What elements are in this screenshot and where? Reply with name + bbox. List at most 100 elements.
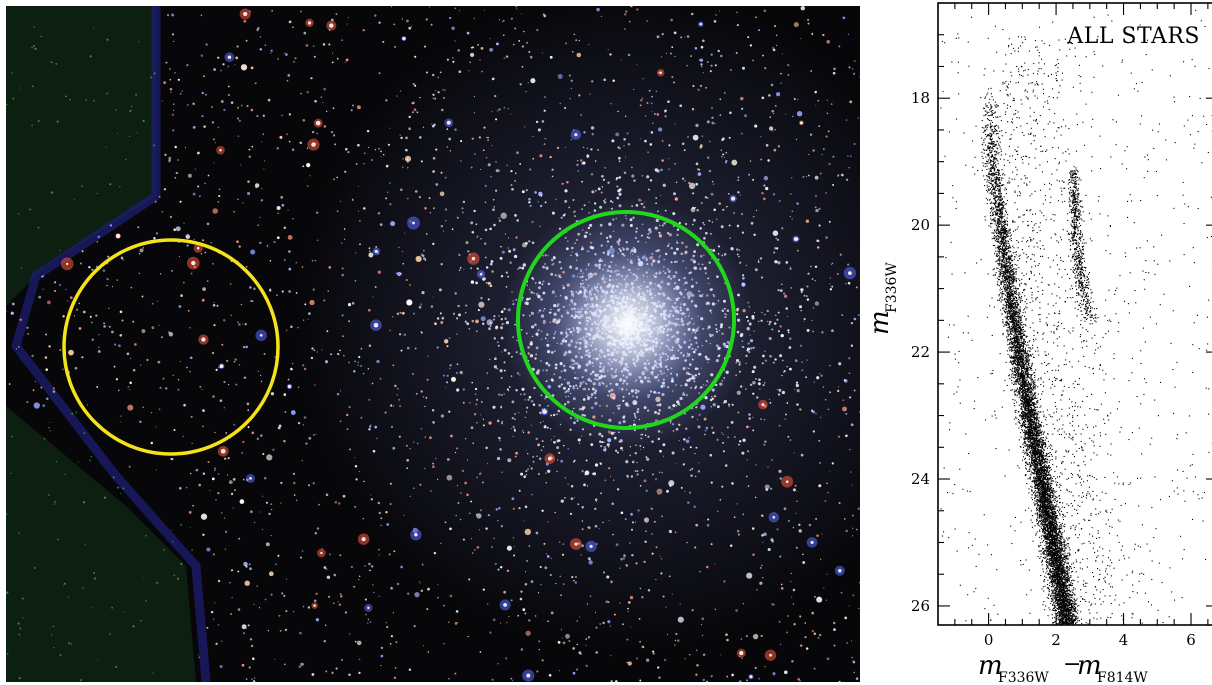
star (789, 266, 792, 269)
star (510, 375, 513, 377)
star (180, 523, 183, 526)
star (189, 326, 191, 329)
star (291, 148, 295, 151)
star (439, 312, 442, 315)
star (354, 505, 357, 508)
star (430, 490, 432, 492)
star (325, 670, 328, 673)
star (311, 142, 316, 147)
star (527, 468, 529, 471)
star (320, 96, 323, 98)
star (113, 365, 116, 368)
star (700, 65, 703, 68)
star (159, 273, 162, 275)
star (235, 56, 239, 60)
star (115, 665, 118, 669)
star (489, 284, 493, 288)
star (83, 432, 86, 434)
star (212, 262, 214, 265)
star (169, 87, 173, 91)
star (745, 264, 748, 267)
star (368, 247, 371, 250)
star (343, 228, 346, 230)
star (301, 460, 303, 462)
star (418, 305, 422, 309)
star (269, 289, 272, 292)
star (454, 292, 457, 295)
star (652, 652, 655, 655)
star (141, 295, 144, 298)
star (616, 185, 619, 188)
star (62, 315, 65, 318)
star (363, 373, 365, 375)
star (106, 284, 108, 287)
star (559, 102, 562, 105)
star (288, 267, 292, 271)
star (408, 127, 411, 130)
star (799, 615, 802, 618)
star (394, 384, 397, 388)
star (858, 314, 860, 316)
star (482, 149, 485, 152)
star (490, 260, 494, 263)
star (630, 6, 633, 8)
star (70, 643, 73, 645)
star (800, 291, 803, 294)
star (576, 668, 579, 671)
star (767, 159, 770, 162)
star (33, 26, 35, 28)
star (339, 349, 341, 352)
star (54, 501, 56, 503)
star (810, 540, 814, 544)
star (81, 356, 84, 359)
star (818, 207, 821, 211)
star (270, 508, 273, 511)
star (736, 248, 739, 251)
star (674, 197, 679, 201)
star (850, 155, 852, 157)
star (825, 599, 827, 601)
star (754, 124, 758, 128)
star (683, 438, 686, 441)
star (500, 407, 503, 409)
star (664, 115, 667, 118)
star (500, 622, 502, 624)
cmd-point (1032, 411, 1034, 413)
star (630, 475, 634, 478)
star (370, 494, 372, 496)
star (341, 267, 344, 270)
star (183, 281, 185, 284)
star (739, 440, 742, 443)
star (418, 580, 420, 583)
star (586, 147, 588, 150)
star (485, 266, 489, 269)
star (470, 46, 473, 49)
star (468, 69, 470, 72)
star (418, 195, 422, 199)
cmd-point (1051, 503, 1053, 505)
star (316, 239, 319, 242)
star (490, 325, 492, 328)
star (320, 551, 323, 555)
star (316, 211, 319, 214)
star (799, 644, 803, 647)
star (778, 388, 782, 392)
star (760, 158, 763, 161)
star (340, 200, 342, 202)
star (793, 236, 798, 242)
star (103, 325, 106, 328)
star (399, 405, 401, 407)
star (242, 346, 246, 349)
star (436, 317, 440, 320)
star (79, 262, 82, 265)
star (311, 347, 313, 350)
star (695, 123, 699, 128)
star (547, 620, 550, 623)
star (755, 16, 757, 19)
star (768, 323, 771, 326)
star (780, 333, 784, 338)
star (432, 242, 435, 246)
star (476, 546, 480, 549)
star (492, 199, 495, 201)
